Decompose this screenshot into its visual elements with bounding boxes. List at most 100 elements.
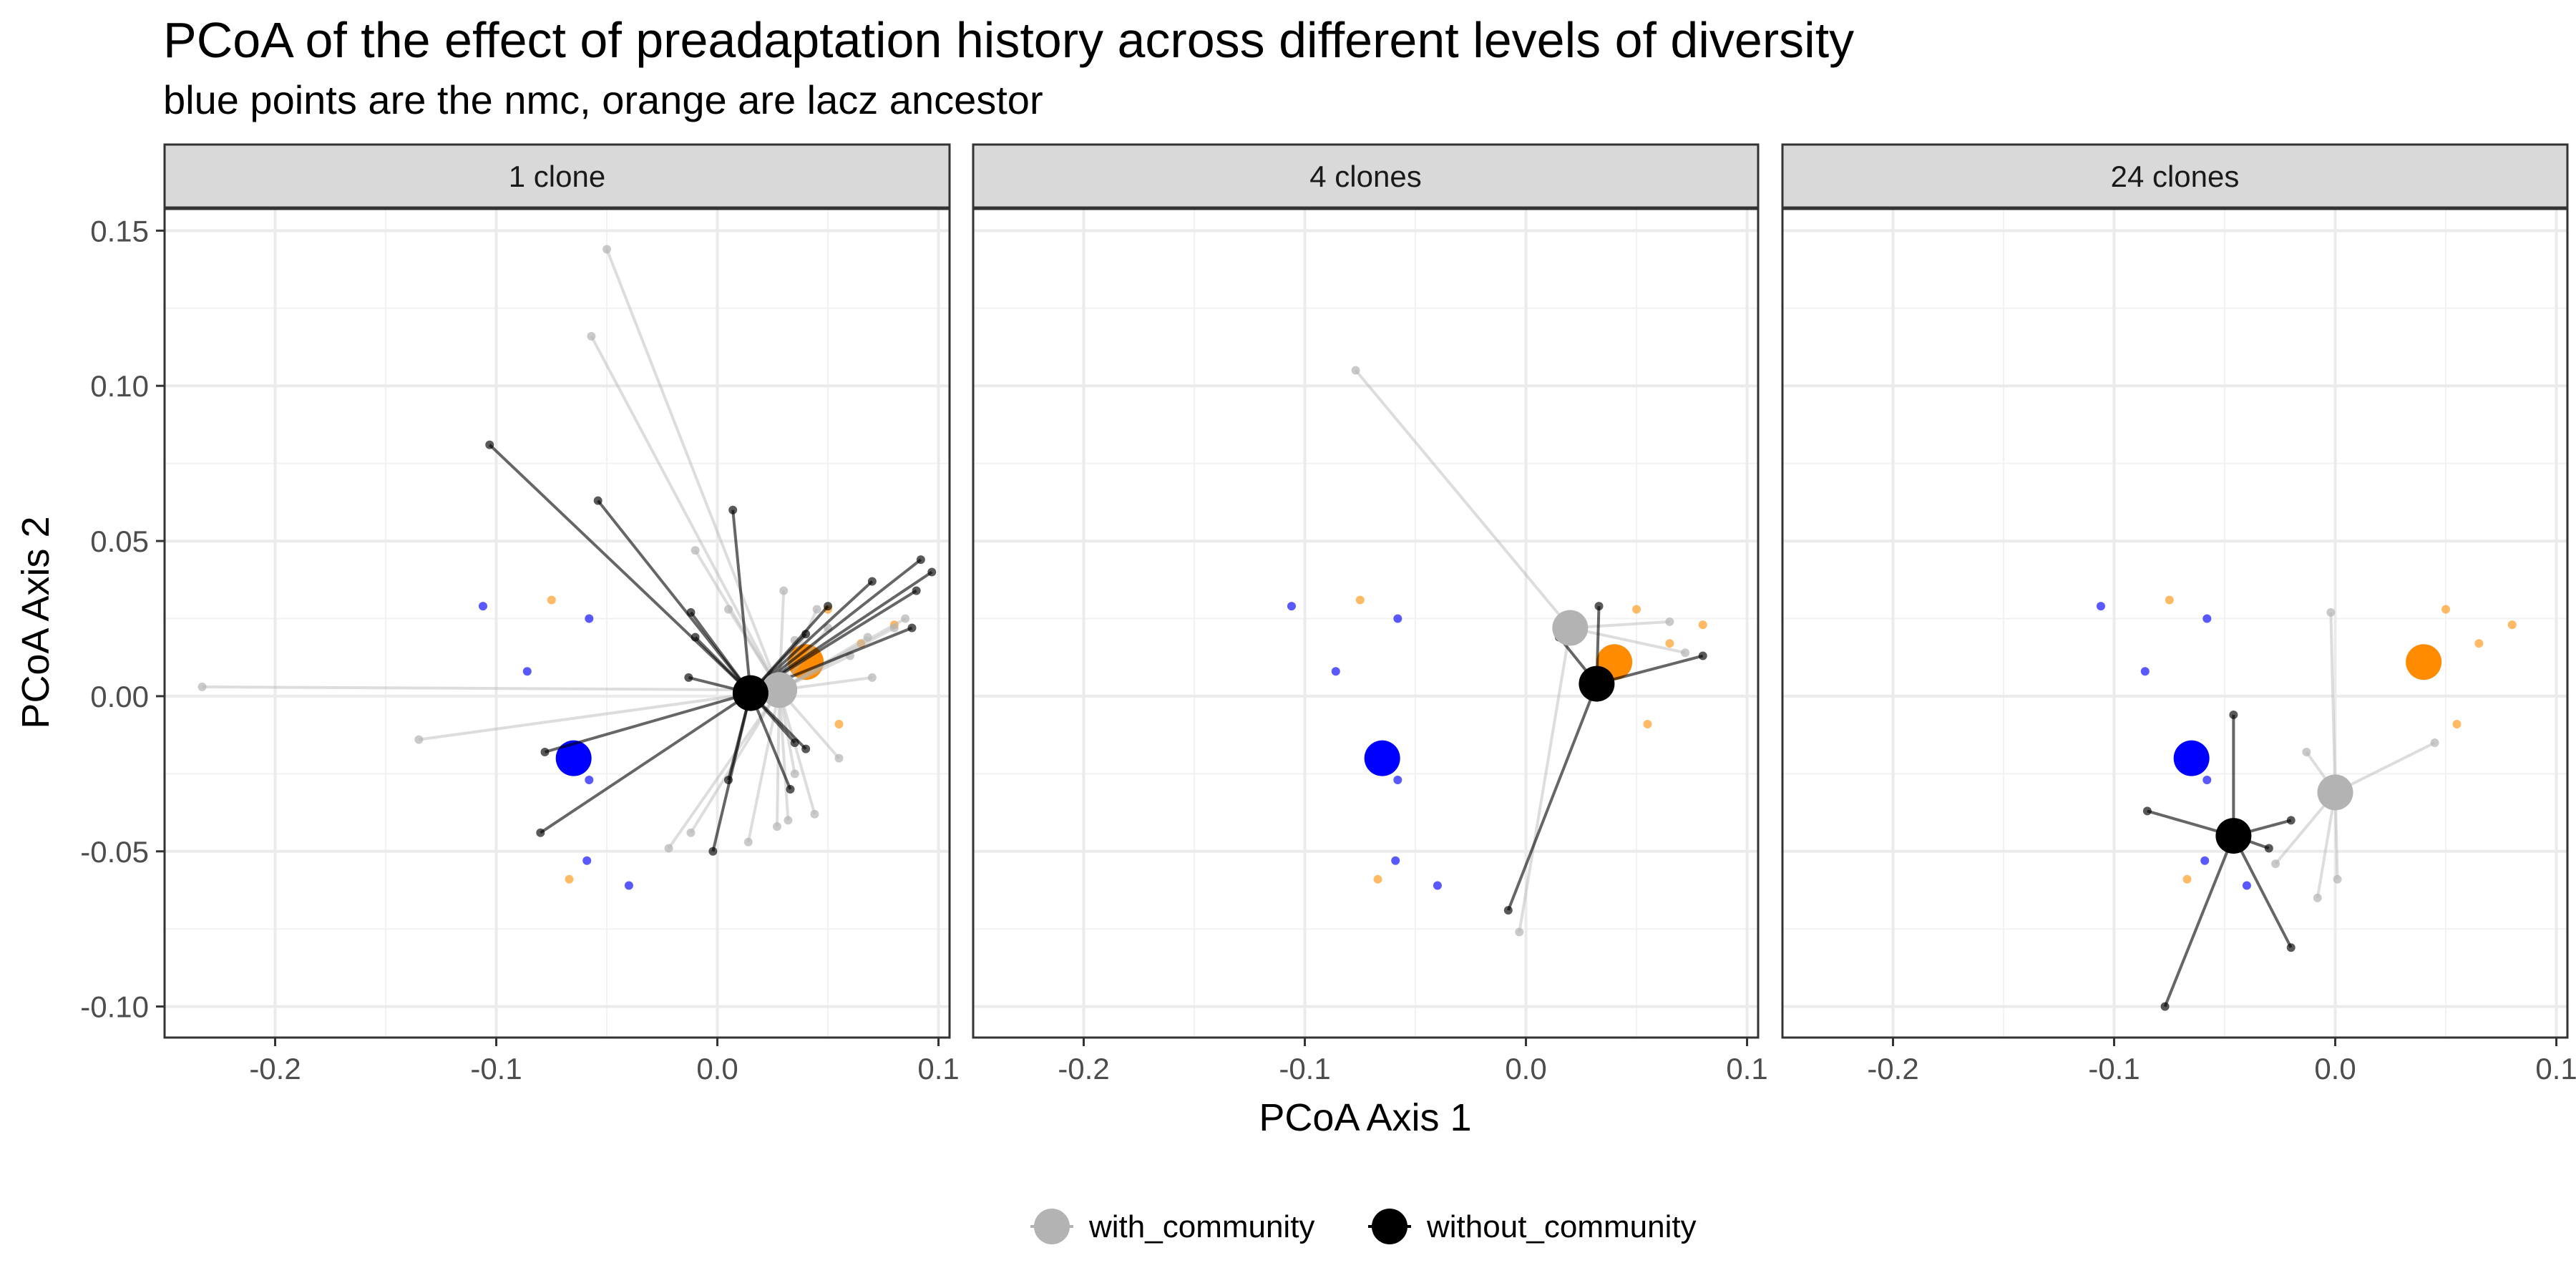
nmc-point bbox=[1433, 881, 1442, 890]
chart-title: PCoA of the effect of preadaptation hist… bbox=[163, 12, 1855, 68]
x-tick-label: 0.1 bbox=[1726, 1052, 1767, 1085]
with-community-point bbox=[2302, 747, 2311, 756]
with-community-point bbox=[901, 614, 910, 623]
without-community-point bbox=[801, 630, 811, 639]
nmc-centroid bbox=[555, 740, 592, 776]
with-community-spoke bbox=[693, 550, 781, 691]
with-community-spoke bbox=[2334, 741, 2436, 794]
with-community-point bbox=[772, 822, 781, 831]
chart-subtitle: blue points are the nmc, orange are lacz… bbox=[163, 77, 1043, 122]
lacz-point bbox=[2441, 605, 2451, 614]
nmc-point bbox=[478, 602, 487, 611]
without-community-point bbox=[790, 738, 799, 747]
without-community-point bbox=[686, 608, 696, 617]
lacz-point bbox=[1698, 620, 1707, 630]
with-community-spoke bbox=[1355, 369, 1571, 629]
x-tick-label: -0.2 bbox=[1867, 1052, 1918, 1085]
without-community-spoke bbox=[1596, 654, 1704, 686]
with-community-spoke bbox=[778, 689, 816, 815]
without-community-point bbox=[485, 440, 494, 449]
legend-label: without_community bbox=[1426, 1209, 1697, 1244]
x-tick-label: -0.2 bbox=[249, 1052, 301, 1085]
without-community-point bbox=[916, 555, 925, 565]
x-tick-label: 0.0 bbox=[2314, 1052, 2356, 1085]
nmc-point bbox=[1391, 856, 1400, 865]
lacz-point bbox=[2182, 874, 2192, 884]
without-community-point bbox=[728, 505, 738, 514]
lacz-point bbox=[2474, 639, 2484, 648]
with-community-centroid bbox=[761, 672, 798, 708]
with-community-point bbox=[1515, 927, 1524, 937]
without-community-point bbox=[912, 586, 921, 595]
without-community-spoke bbox=[711, 693, 752, 852]
with-community-spoke bbox=[605, 248, 781, 691]
legend-label: with_community bbox=[1088, 1209, 1314, 1244]
facet-strip bbox=[972, 143, 1760, 209]
with-community-point bbox=[863, 633, 872, 642]
y-tick-label: 0.10 bbox=[90, 369, 149, 403]
nmc-point bbox=[582, 856, 592, 865]
without-community-spoke bbox=[544, 691, 751, 753]
with-community-point bbox=[2313, 893, 2322, 902]
without-community-spoke bbox=[488, 444, 752, 695]
without-community-point bbox=[1594, 602, 1604, 611]
x-tick-label: -0.1 bbox=[470, 1052, 522, 1085]
nmc-point bbox=[585, 776, 594, 785]
with-community-centroid bbox=[2317, 774, 2353, 811]
without-community-spoke bbox=[2232, 835, 2293, 949]
without-community-spoke bbox=[540, 691, 751, 834]
lacz-point bbox=[1632, 605, 1641, 614]
without-community-spoke bbox=[1506, 683, 1599, 911]
without-community-point bbox=[536, 828, 545, 837]
with-community-spoke bbox=[779, 617, 907, 691]
without-community-point bbox=[801, 744, 811, 753]
without-community-point bbox=[684, 673, 693, 682]
without-community-spoke bbox=[749, 558, 922, 695]
with-community-point bbox=[790, 769, 799, 779]
with-community-point bbox=[743, 837, 753, 847]
with-community-point bbox=[197, 682, 207, 691]
without-community-point bbox=[927, 567, 937, 577]
with-community-point bbox=[1665, 617, 1674, 626]
x-tick-label: 0.1 bbox=[917, 1052, 959, 1085]
with-community-point bbox=[723, 605, 733, 614]
with-community-point bbox=[889, 623, 899, 633]
facet-strip bbox=[163, 143, 951, 209]
facet-strip bbox=[1781, 143, 2569, 209]
without-community-point bbox=[867, 577, 877, 586]
nmc-point bbox=[1287, 602, 1296, 611]
y-tick-label: -0.10 bbox=[80, 990, 149, 1024]
without-community-spoke bbox=[749, 605, 829, 694]
x-tick-label: 0.0 bbox=[696, 1052, 738, 1085]
nmc-point bbox=[2202, 776, 2212, 785]
y-tick-label: 0.05 bbox=[90, 525, 149, 558]
with-community-point bbox=[602, 245, 612, 254]
lacz-point bbox=[1665, 639, 1674, 648]
without-community-point bbox=[2229, 710, 2238, 719]
nmc-point bbox=[1393, 614, 1402, 623]
panel-border bbox=[163, 208, 951, 1039]
without-community-point bbox=[593, 496, 602, 505]
with-community-point bbox=[812, 605, 821, 614]
with-community-spoke bbox=[419, 688, 780, 741]
lacz-point bbox=[1355, 595, 1365, 605]
with-community-point bbox=[810, 809, 819, 819]
with-community-point bbox=[834, 753, 844, 763]
without-community-centroid bbox=[1579, 665, 1615, 702]
x-tick-label: -0.1 bbox=[1279, 1052, 1330, 1085]
nmc-point bbox=[585, 614, 594, 623]
lacz-point bbox=[2452, 719, 2462, 728]
with-community-spoke bbox=[1518, 628, 1572, 932]
lacz-point bbox=[857, 639, 866, 648]
nmc-point bbox=[1331, 667, 1340, 676]
with-community-point bbox=[867, 673, 877, 682]
facet-strip-label: 24 clones bbox=[2111, 160, 2240, 193]
lacz-point bbox=[834, 719, 844, 728]
nmc-point bbox=[624, 881, 633, 890]
lacz-point bbox=[1643, 719, 1652, 728]
facet-strip-label: 1 clone bbox=[509, 160, 605, 193]
with-community-centroid bbox=[1552, 610, 1589, 646]
x-axis-title: PCoA Axis 1 bbox=[1259, 1096, 1471, 1139]
lacz-centroid bbox=[2406, 644, 2442, 680]
with-community-spoke bbox=[590, 335, 781, 691]
